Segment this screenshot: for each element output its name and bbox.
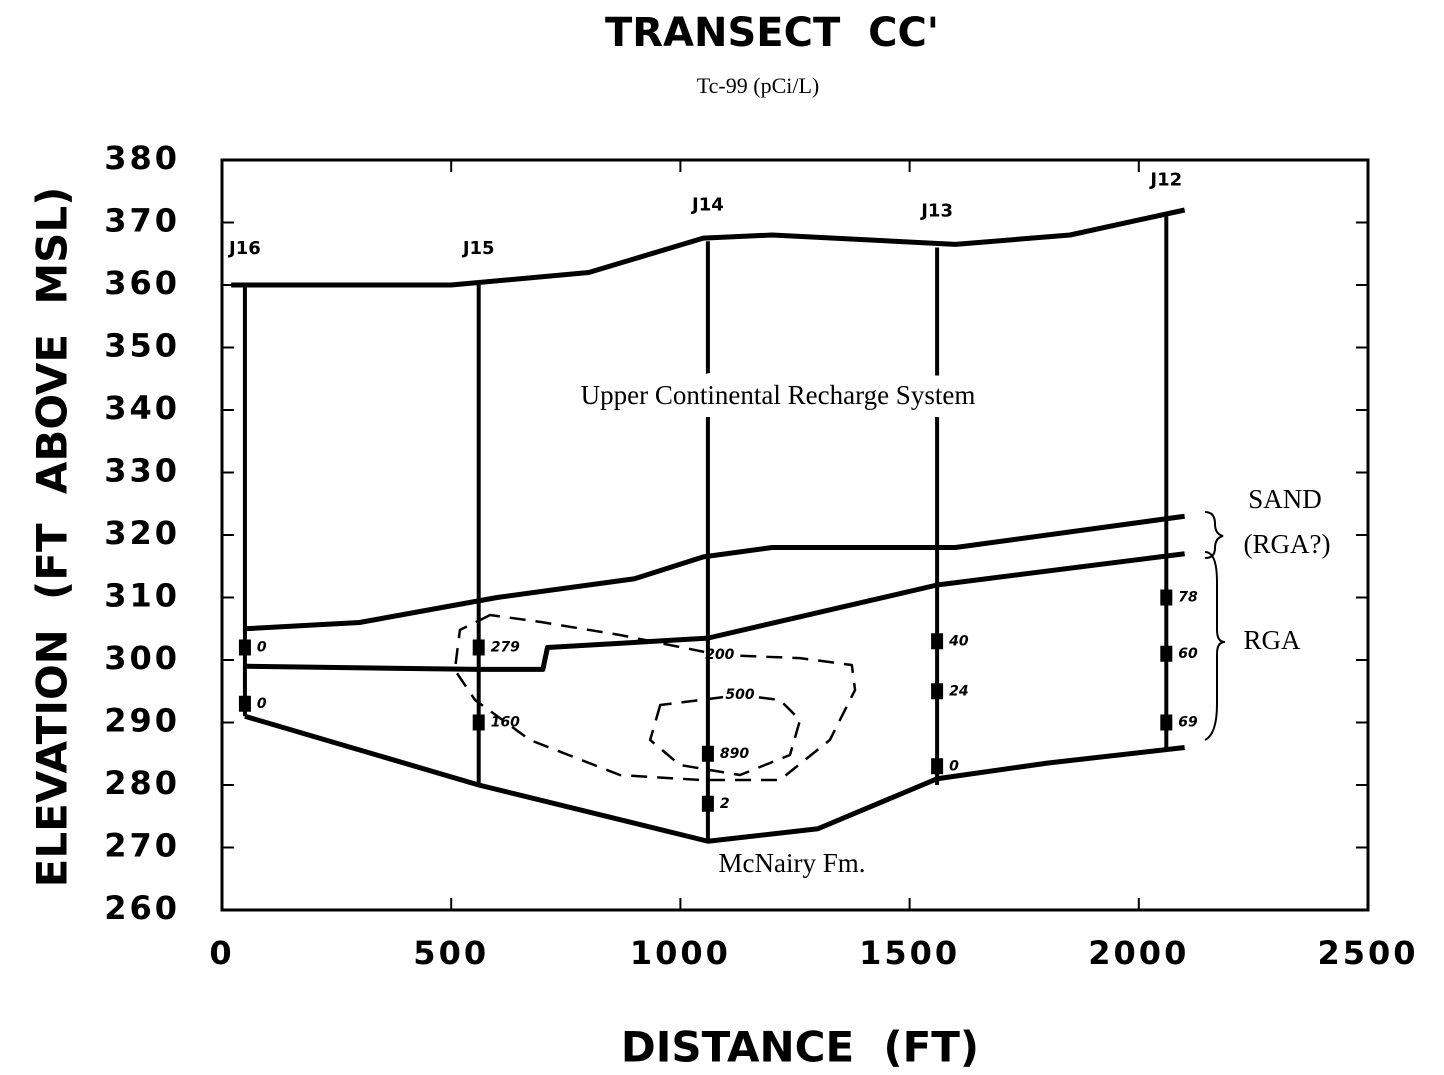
- x-tick-label: 0: [209, 934, 234, 972]
- sample-label: 24: [949, 683, 968, 699]
- y-tick-label: 360: [104, 264, 180, 302]
- x-tick-label: 1000: [630, 934, 731, 972]
- rga-bracket: [1204, 551, 1226, 741]
- well-label: J14: [690, 194, 724, 215]
- well-label: J12: [1148, 169, 1182, 190]
- sample-label: 160: [491, 715, 520, 731]
- sample-label: 69: [1178, 715, 1198, 731]
- x-tick-label: 2500: [1317, 934, 1418, 972]
- sample-marker: [1160, 714, 1173, 731]
- boundary-line: [244, 513, 1185, 632]
- unit-label: McNairy Fm.: [719, 848, 866, 878]
- sample-marker: [701, 795, 714, 812]
- sample-marker: [472, 714, 485, 731]
- sample-marker: [931, 633, 944, 650]
- sample-label: 0: [257, 696, 267, 712]
- plot: 200 500 J16 0 0 J15 279 160 J14 890 2 J13 40 24 0 J12 78…: [227, 169, 1198, 844]
- sample-label: 60: [1178, 646, 1198, 662]
- sample-marker: [1160, 589, 1173, 606]
- y-tick-label: 350: [104, 327, 180, 365]
- y-tick-label: 310: [104, 577, 180, 615]
- sample-marker: [472, 639, 485, 656]
- well-label: J13: [919, 201, 953, 222]
- y-tick-label: 280: [104, 764, 180, 802]
- unit-label: Upper Continental Recharge System: [581, 380, 976, 410]
- sample-marker: [1160, 645, 1173, 662]
- y-axis-label: ELEVATION (FT ABOVE MSL): [28, 187, 77, 888]
- unit-label: SAND: [1248, 484, 1322, 514]
- unit-label: (RGA?): [1244, 529, 1331, 559]
- well-label: J16: [227, 238, 261, 259]
- sample-label: 2: [720, 796, 730, 812]
- contour-label: 500: [725, 687, 754, 703]
- y-tick-label: 300: [104, 639, 180, 677]
- well-label: J15: [461, 238, 495, 259]
- boundary-line: [231, 207, 1186, 288]
- sample-label: 890: [720, 746, 749, 762]
- y-tick-label: 260: [104, 889, 180, 927]
- sand-bracket: [1204, 511, 1224, 559]
- x-tick-label: 500: [413, 934, 489, 972]
- y-tick-label: 340: [104, 389, 180, 427]
- sample-label: 78: [1178, 590, 1198, 606]
- chart-subtitle: Tc-99 (pCi/L): [697, 73, 819, 98]
- chart-title: TRANSECT CC': [605, 10, 939, 56]
- y-tick-label: 370: [104, 202, 180, 240]
- sample-label: 0: [257, 640, 267, 656]
- y-tick-label: 380: [104, 139, 180, 177]
- y-tick-label: 320: [104, 514, 180, 552]
- sample-marker: [931, 758, 944, 775]
- sample-label: 279: [491, 640, 520, 656]
- sample-label: 0: [949, 758, 959, 774]
- x-tick-label: 2000: [1088, 934, 1189, 972]
- sample-marker: [701, 745, 714, 762]
- contour: [453, 613, 857, 782]
- y-tick-label: 290: [104, 702, 180, 740]
- plot-frame: [220, 158, 1370, 912]
- sample-marker: [238, 639, 251, 656]
- x-tick-label: 1500: [859, 934, 960, 972]
- contour-label: 200: [705, 647, 734, 663]
- x-axis-label: DISTANCE (FT): [621, 1023, 979, 1072]
- y-tick-label: 330: [104, 452, 180, 490]
- sample-marker: [931, 683, 944, 700]
- sample-marker: [238, 695, 251, 712]
- sample-label: 40: [948, 633, 969, 649]
- y-tick-label: 270: [104, 827, 180, 865]
- unit-label: RGA: [1243, 625, 1301, 655]
- contour: [648, 693, 802, 777]
